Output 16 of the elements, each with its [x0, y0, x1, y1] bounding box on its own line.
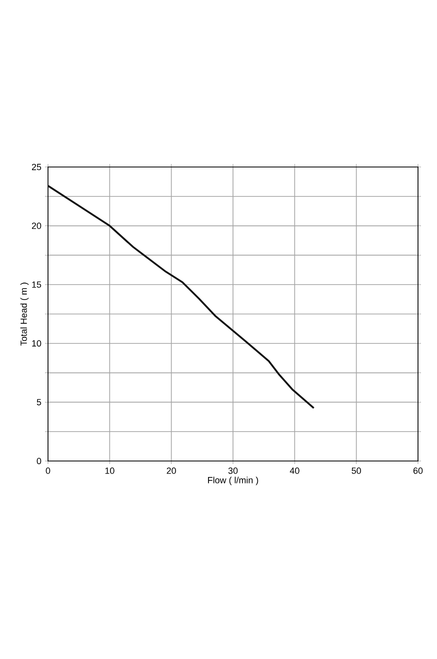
x-tick-label: 40 [290, 468, 300, 474]
y-tick-label: 0 [36, 458, 42, 464]
x-tick-label: 50 [352, 468, 361, 474]
x-tick-label: 60 [413, 468, 423, 474]
y-axis-title: Total Head ( m ) [20, 282, 29, 346]
line-series [48, 184, 315, 409]
x-tick-label: 10 [105, 468, 114, 474]
x-tick-label: 0 [46, 468, 50, 474]
y-tick-label: 25 [32, 164, 42, 170]
x-axis-title: Flow ( l/min ) [208, 476, 258, 486]
x-tick-label: 30 [228, 468, 238, 474]
y-tick-label: 15 [32, 281, 42, 288]
y-tick-label: 5 [36, 399, 42, 406]
y-tick-label: 20 [32, 222, 42, 229]
y-tick-label: 10 [32, 340, 42, 347]
x-tick-label: 20 [166, 468, 176, 474]
